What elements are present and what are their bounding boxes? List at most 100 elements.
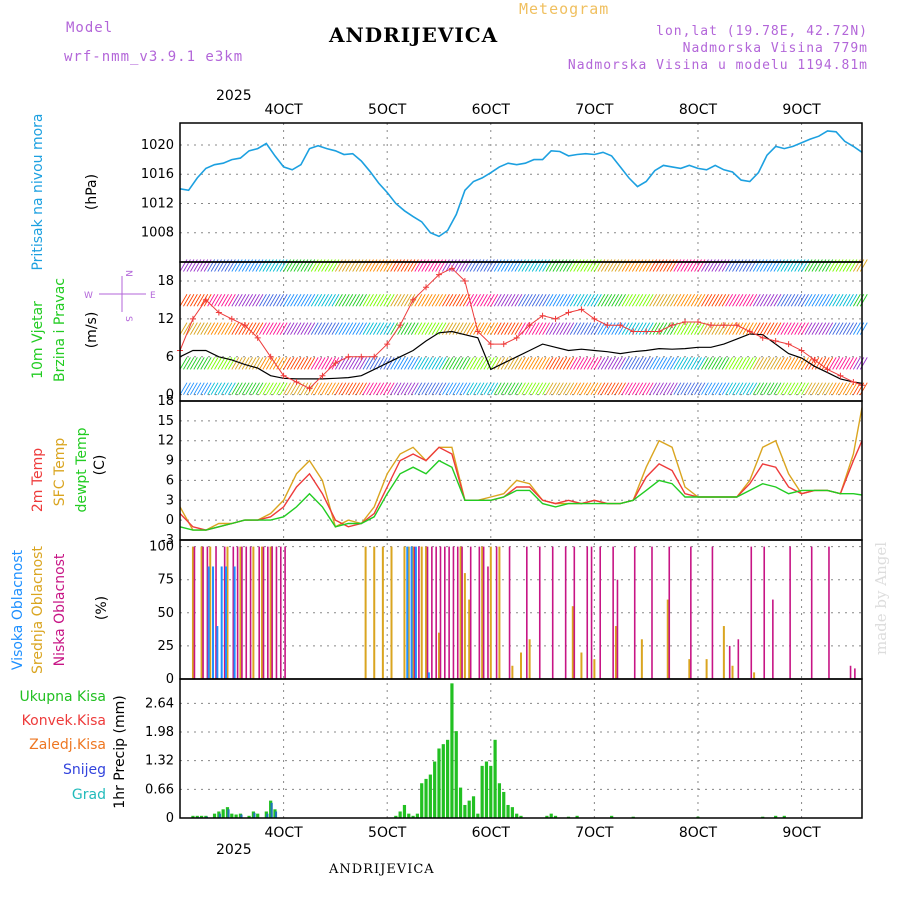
wind-barb: [732, 357, 740, 370]
wind-barb: [372, 382, 381, 395]
wind-barb: [317, 322, 326, 335]
wind-barb: [252, 322, 260, 335]
wind-barb: [404, 382, 412, 395]
wind-barb: [618, 322, 626, 335]
precip-bar: [230, 813, 234, 818]
wind-barb: [687, 382, 696, 395]
y-tick-label: 50: [157, 606, 174, 621]
wind-barb: [362, 322, 371, 335]
low-cloud-bar: [538, 546, 541, 679]
wind-barb: [804, 382, 813, 395]
wind-barb: [600, 294, 609, 307]
wind-barb: [500, 294, 509, 307]
wind-barb: [217, 322, 226, 335]
wind-barb: [445, 382, 454, 395]
wind-barb: [707, 357, 716, 370]
wind-barb: [683, 322, 692, 335]
wind-barb: [680, 382, 689, 395]
wind-barb: [773, 322, 782, 335]
wind-barb: [279, 357, 288, 370]
wind-barb: [362, 382, 371, 395]
wind-barb: [549, 294, 557, 307]
precip-bar: [510, 807, 514, 818]
wind-barb: [732, 294, 740, 307]
wind-barb: [303, 322, 312, 335]
wind-barb: [348, 294, 357, 307]
wind-barb: [335, 382, 343, 395]
wind-barb: [773, 357, 782, 370]
wind-barb: [576, 294, 585, 307]
mid-cloud-bar: [226, 546, 229, 679]
wind-barb: [303, 294, 312, 307]
gust-marker: [746, 328, 753, 335]
wind-barb: [783, 322, 792, 335]
mid-cloud-bar: [498, 546, 501, 679]
wind-barb: [621, 294, 630, 307]
wind-barb: [518, 294, 526, 307]
wind-barb: [697, 382, 706, 395]
wind-barb: [404, 322, 412, 335]
wind-barb: [628, 322, 637, 335]
panel-frame: [179, 400, 863, 541]
wind-barb: [196, 357, 205, 370]
wind-barb: [777, 294, 785, 307]
wind-barb: [707, 294, 716, 307]
y-tick-label: 1.98: [145, 725, 174, 740]
wind-barb: [272, 322, 281, 335]
wind-barb: [752, 294, 761, 307]
wind-barb: [794, 357, 803, 370]
wind-barb: [818, 382, 827, 395]
wind-barb: [566, 382, 575, 395]
mid-cloud-bar: [200, 546, 203, 679]
wind-barb: [780, 382, 789, 395]
wind-barb: [832, 322, 841, 335]
wind-barb: [569, 357, 578, 370]
wind-barb: [628, 382, 637, 395]
wind-barb: [234, 382, 243, 395]
low-cloud-bar: [828, 546, 830, 679]
low-cloud-bar: [633, 546, 636, 679]
wind-barb: [300, 382, 309, 395]
wind-barb: [638, 357, 647, 370]
wind-barb: [193, 322, 202, 335]
wind-barb: [635, 382, 644, 395]
wind-barb: [265, 322, 274, 335]
wind-barb: [221, 322, 229, 335]
gust-marker: [539, 312, 546, 319]
wind-barb: [269, 322, 278, 335]
wind-barb: [835, 322, 844, 335]
wind-barb: [597, 382, 606, 395]
wind-barb: [473, 357, 481, 370]
wind-barb: [535, 294, 544, 307]
wind-barb: [497, 382, 506, 395]
low-cloud-bar: [284, 546, 286, 679]
dewpt-line: [179, 459, 863, 531]
gust-marker: [423, 284, 430, 291]
gust-marker: [228, 315, 235, 322]
year-label-top: 2025: [216, 88, 252, 104]
wind-ylabel: (m/s): [84, 312, 100, 349]
wind-barb: [497, 357, 506, 370]
wind-barb: [828, 382, 837, 395]
wind-barb: [745, 382, 754, 395]
wind-barb: [379, 382, 388, 395]
wind-barb: [652, 294, 661, 307]
wind-barb: [221, 294, 229, 307]
wind-barb: [452, 382, 461, 395]
wind-barb: [825, 294, 834, 307]
wind-barb: [252, 382, 260, 395]
y-tick-label: 25: [157, 639, 174, 654]
wind-barb: [628, 357, 637, 370]
wind-barb: [179, 382, 188, 395]
wind-barb: [521, 294, 530, 307]
wind-barb: [241, 382, 250, 395]
precip-bar: [502, 791, 506, 818]
wind-barb: [611, 357, 620, 370]
wind-barb: [621, 382, 630, 395]
mid-cloud-bar: [705, 659, 708, 679]
wind-barb: [290, 294, 298, 307]
wind-barb: [438, 357, 447, 370]
wind-barb: [518, 357, 526, 370]
wind-barb: [728, 322, 737, 335]
wind-barb: [504, 294, 512, 307]
